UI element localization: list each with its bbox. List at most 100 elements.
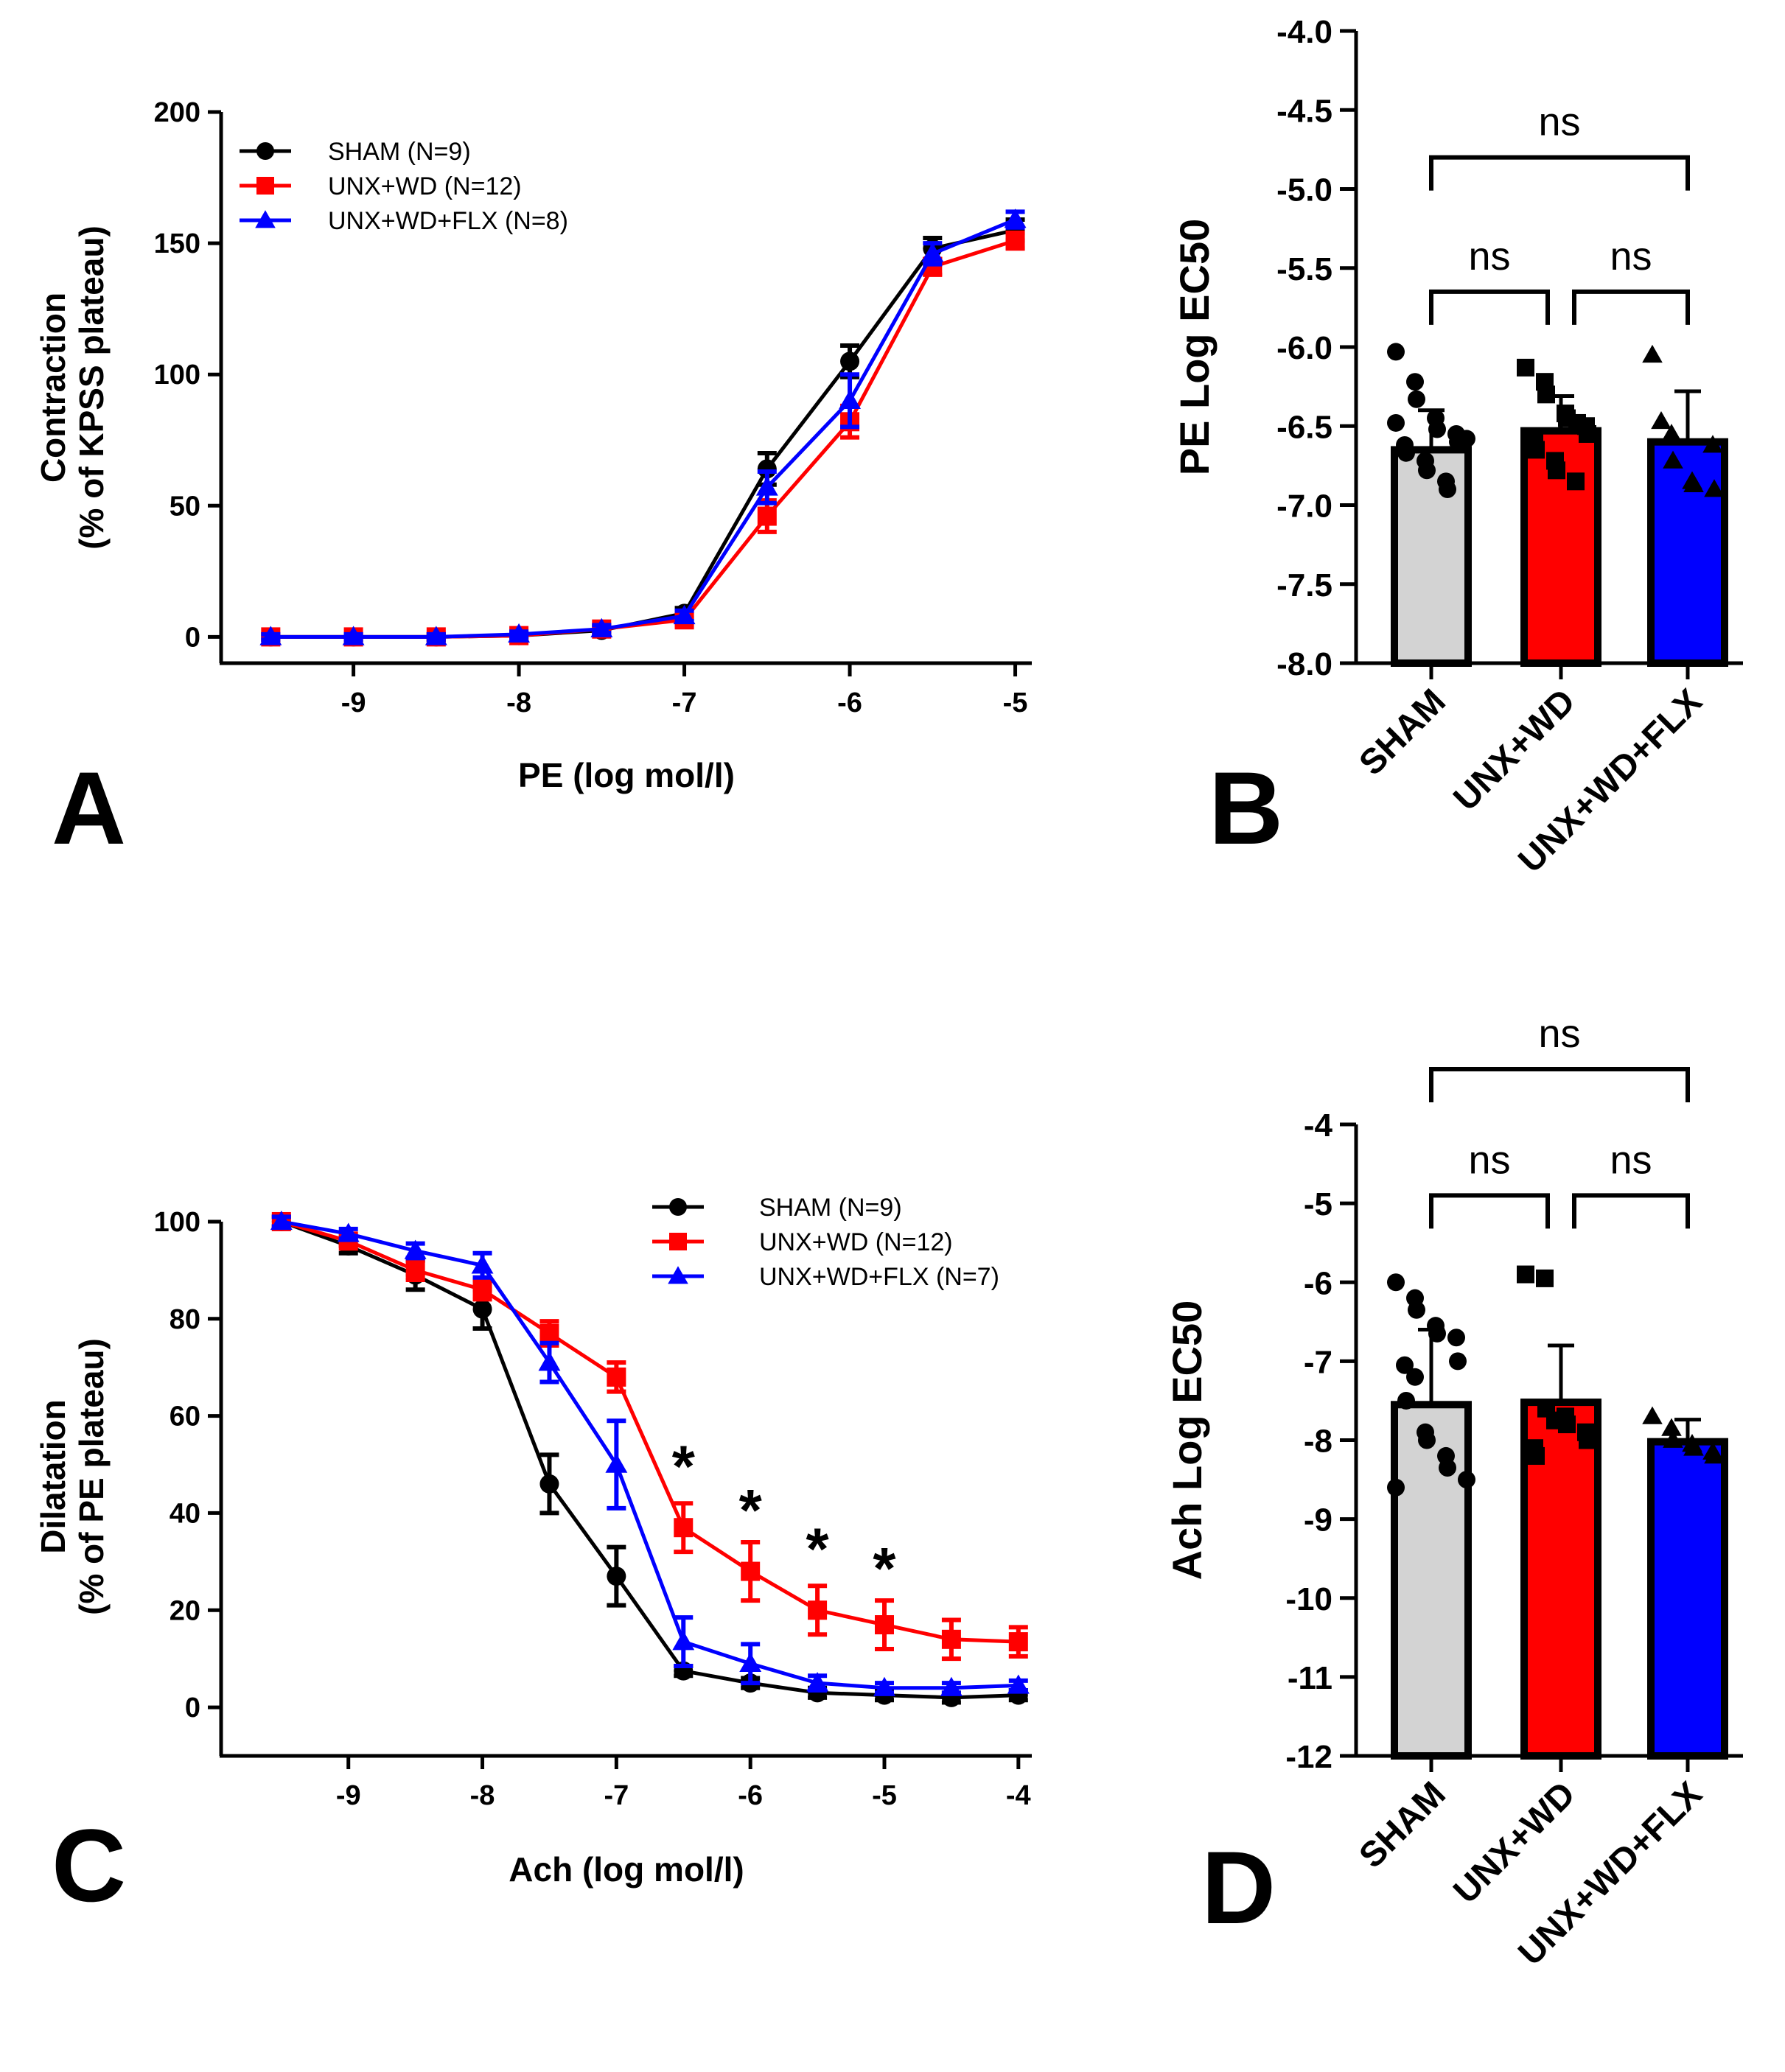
data-point [1439,1458,1456,1477]
data-point [674,1518,694,1538]
category-label: UNX+WD [1446,1774,1583,1911]
y-tick-label: 0 [185,1693,200,1723]
significance-bracket: ns [1429,234,1550,325]
data-point [806,1672,829,1692]
y-tick-label: 60 [170,1401,200,1432]
data-point [1704,479,1725,497]
y-tick-label: -9 [1304,1502,1332,1539]
series-unx_wd_flx [270,1211,1030,1696]
data-point [1397,444,1415,462]
bracket-line [1429,155,1690,191]
legend-marker [669,1198,687,1216]
y-tick-label: 150 [154,228,200,259]
bracket-label: ns [1610,234,1652,279]
data-point [1683,474,1704,492]
y-tick-label: 40 [170,1498,200,1529]
data-point [1663,1429,1683,1448]
series-line [270,239,1016,639]
x-tick-label: -5 [872,1780,897,1811]
x-tick-label: -6 [837,687,862,718]
data-point [1536,1269,1554,1287]
y-tick-label: -5.0 [1276,172,1332,209]
bar [1391,446,1472,667]
y-tick-label: -7 [1304,1344,1332,1380]
data-point [1004,209,1027,228]
series-unx_wd_flx [259,209,1027,645]
y-tick-label: -8 [1304,1424,1332,1460]
series-line [281,1219,1019,1644]
y-tick-label: 100 [154,360,200,391]
legend-item: SHAM (N=9) [240,138,471,166]
data-point [1548,461,1565,480]
y-tick-label: -6 [1304,1265,1332,1301]
data-point [757,506,777,526]
data-point [1517,1265,1534,1284]
data-point [607,1367,626,1387]
bracket-line [1572,1193,1690,1229]
data-point [940,1676,963,1696]
y-tick-label: -8.0 [1276,646,1332,682]
data-point [1458,1471,1475,1489]
data-point [259,626,282,645]
data-point [1642,1406,1663,1424]
data-point [1527,441,1545,459]
y-tick-label: 50 [170,491,200,522]
data-point [673,604,696,625]
legend-label: UNX+WD (N=12) [759,1228,953,1256]
data-point [270,1211,293,1231]
category-label: SHAM [1352,1774,1453,1875]
legend-item: UNX+WD+FLX (N=7) [652,1263,999,1291]
x-tick-label: -5 [1003,687,1028,718]
data-point [1447,1329,1465,1347]
data-point [1418,1431,1436,1449]
data-point [1537,385,1555,404]
data-point [1005,231,1025,251]
y-axis-title: Ach Log EC50 [1164,1301,1210,1581]
data-point [1702,435,1723,453]
data-point [1579,1431,1596,1449]
data-point [1387,1273,1405,1292]
y-axis-title-line1: Contraction [34,293,72,483]
data-point [605,1453,628,1473]
bracket-line [1429,289,1550,325]
legend-item: SHAM (N=9) [652,1194,902,1222]
data-point [337,1222,360,1242]
x-tick-label: -8 [506,687,531,718]
y-tick-label: -5 [1304,1186,1332,1222]
data-point [1428,420,1446,438]
data-point [471,1254,494,1274]
y-tick-label: -5.5 [1276,251,1332,287]
bracket-label: ns [1538,1012,1580,1056]
data-point [1418,461,1436,480]
significance-star: * [672,1434,696,1499]
chart-c-ach-dilatation: 0 20 40 60 80 100 -9 -8 -7 -6 -5 -4 Ach (log mol/l) D… [34,1194,1032,1889]
legend-item: UNX+WD+FLX (N=8) [240,207,568,235]
data-point [1408,1301,1425,1319]
y-tick-label: -6.0 [1276,330,1332,366]
data-point [1568,413,1586,432]
data-point [1008,1632,1028,1652]
significance-bracket: ns [1572,234,1690,325]
significance-bracket: ns [1429,1012,1690,1103]
series-line [270,217,1016,639]
x-tick-label: -6 [738,1780,763,1811]
y-tick-label: -10 [1285,1581,1332,1617]
series-line [281,1219,1019,1690]
series-line [270,228,1016,639]
data-point [840,351,860,371]
significance-bracket: ns [1429,100,1690,191]
panel-label-c: C [52,1807,126,1923]
legend-item: UNX+WD (N=12) [652,1228,953,1256]
y-tick-label: 80 [170,1304,200,1335]
x-tick-label: -8 [470,1780,495,1811]
y-tick-label: -4.5 [1276,93,1332,129]
data-point [342,626,365,645]
legend-label: SHAM (N=9) [759,1194,902,1222]
bracket-label: ns [1468,1138,1510,1182]
x-tick-label: -4 [1006,1780,1031,1811]
data-point [405,1260,425,1280]
data-point [1683,1438,1704,1456]
data-point [1651,411,1672,430]
bar [1391,1401,1472,1760]
